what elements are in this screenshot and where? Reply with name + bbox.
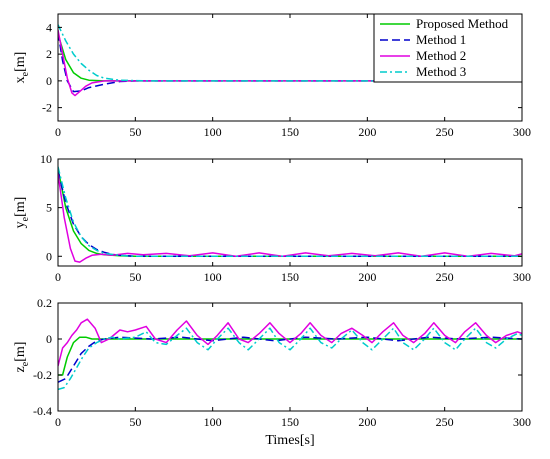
axes-box [57, 158, 523, 267]
axes-box [57, 302, 523, 412]
x-tick-label: 100 [204, 270, 222, 284]
x-tick-label: 150 [281, 125, 299, 139]
legend-label: Method 3 [416, 64, 466, 79]
y-axis-label-sub: e [20, 71, 31, 76]
series-line-method-2 [58, 318, 522, 367]
y-axis-label: ze[m] [13, 342, 31, 373]
x-tick-label: 50 [129, 415, 141, 429]
x-tick-label: 200 [358, 270, 376, 284]
series-line-method-3 [58, 327, 522, 391]
x-tick-label: 100 [204, 125, 222, 139]
y-axis-label-unit: [m] [13, 342, 28, 362]
x-tick-label: 300 [513, 270, 531, 284]
x-tick-label: 0 [55, 270, 61, 284]
x-tick-label: 300 [513, 125, 531, 139]
x-tick-label: 250 [436, 270, 454, 284]
legend-box [373, 13, 523, 83]
x-tick-label: 100 [204, 415, 222, 429]
y-tick-label: 0 [46, 249, 52, 263]
series-group [58, 24, 522, 97]
y-tick-label: 0.2 [37, 296, 52, 310]
legend-label: Method 1 [416, 32, 466, 47]
y-axis-label-sub: e [20, 216, 31, 221]
series-group [58, 318, 522, 391]
x-tick-label: 50 [129, 125, 141, 139]
panel-3: 0 50 100 150 200 250 300 -0.4 -0.2 0 0.2 ze[m] Times… [13, 296, 531, 448]
x-tick-label: 200 [358, 415, 376, 429]
legend-label: Proposed Method [416, 16, 509, 31]
x-tick-label: 0 [55, 125, 61, 139]
x-tick-label: 300 [513, 415, 531, 429]
series-line-method-2 [58, 173, 522, 263]
y-axis-label: xe[m] [13, 52, 31, 84]
panel-2: 0 50 100 150 200 250 300 0 5 10 ye[m] [13, 152, 531, 284]
y-tick-label: 5 [46, 201, 52, 215]
x-tick-label: 150 [281, 415, 299, 429]
y-tick-label: -0.2 [33, 368, 52, 382]
x-tick-label: 0 [55, 415, 61, 429]
y-axis-label-unit: [m] [13, 52, 28, 72]
x-tick-label: 50 [129, 270, 141, 284]
y-axis-label-sub: e [20, 361, 31, 366]
y-tick-label: 0 [46, 332, 52, 346]
y-axis-label-unit: [m] [13, 197, 28, 217]
x-tick-label: 200 [358, 125, 376, 139]
series-line-method-1 [58, 170, 522, 258]
y-tick-label: -2 [42, 101, 52, 115]
y-tick-label: 10 [40, 152, 52, 166]
y-axis-label-main: x [13, 76, 28, 83]
y-axis-label-main: y [13, 221, 28, 228]
y-tick-label: 2 [46, 47, 52, 61]
series-line-method-3 [58, 24, 522, 82]
y-tick-label: 4 [46, 20, 52, 34]
y-tick-label: -0.4 [33, 404, 52, 418]
y-axis-label: ye[m] [13, 197, 31, 229]
legend-label: Method 2 [416, 48, 466, 63]
x-axis-label: Times[s] [265, 433, 314, 448]
x-tick-label: 250 [436, 415, 454, 429]
series-group [58, 166, 522, 263]
series-line-method-1 [58, 336, 522, 383]
y-axis-label-main: z [13, 366, 28, 372]
x-tick-label: 150 [281, 270, 299, 284]
series-line-method-3 [58, 166, 522, 258]
x-tick-label: 250 [436, 125, 454, 139]
y-tick-label: 0 [46, 74, 52, 88]
series-line-method-2 [58, 29, 522, 97]
series-line-proposed-method [58, 168, 522, 258]
